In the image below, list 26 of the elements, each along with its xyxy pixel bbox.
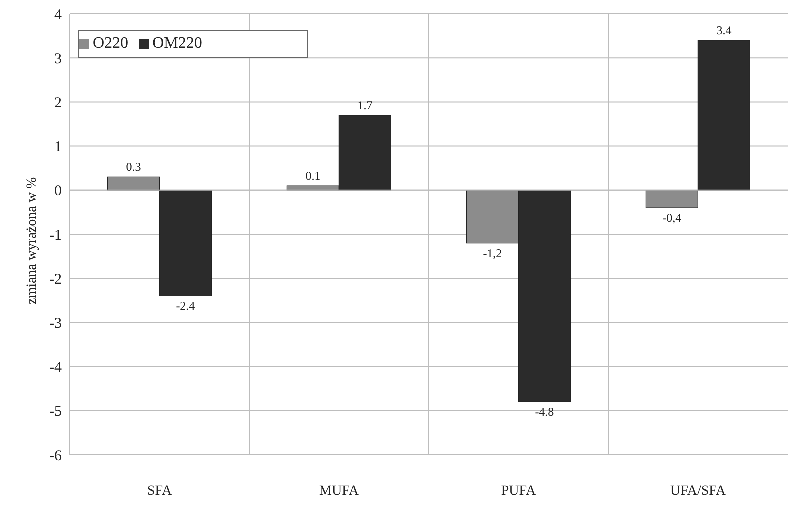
x-tick-label: MUFA <box>320 484 360 499</box>
y-tick-label: 0 <box>54 184 62 200</box>
y-tick-label: -6 <box>50 448 62 464</box>
y-tick-label: 2 <box>54 96 62 112</box>
y-tick-label: -5 <box>50 404 62 420</box>
y-axis-title: zmiana wyrażona w % <box>24 177 40 304</box>
data-label: -0,4 <box>662 211 682 226</box>
data-label: -4.8 <box>535 405 554 420</box>
data-label: -1,2 <box>483 246 502 260</box>
y-tick-label: -4 <box>50 360 62 376</box>
y-tick-label: 3 <box>54 51 62 68</box>
y-tick-label: -2 <box>50 272 62 288</box>
y-tick-label: -1 <box>50 228 62 244</box>
x-tick-label: SFA <box>147 484 173 499</box>
data-label: 0.3 <box>126 160 142 174</box>
legend-label: OM220 <box>152 35 202 52</box>
x-tick-label: PUFA <box>501 484 538 499</box>
y-tick-label: 1 <box>54 140 62 156</box>
y-tick-label: 4 <box>54 7 62 24</box>
data-label: 0.1 <box>306 168 321 183</box>
data-label: -2.4 <box>176 299 196 314</box>
x-tick-label: UFA/SFA <box>670 484 727 499</box>
y-tick-label: -3 <box>50 316 62 332</box>
data-label: 3.4 <box>716 23 732 38</box>
data-label: 1.7 <box>358 98 373 112</box>
legend-label: O220 <box>93 35 129 52</box>
